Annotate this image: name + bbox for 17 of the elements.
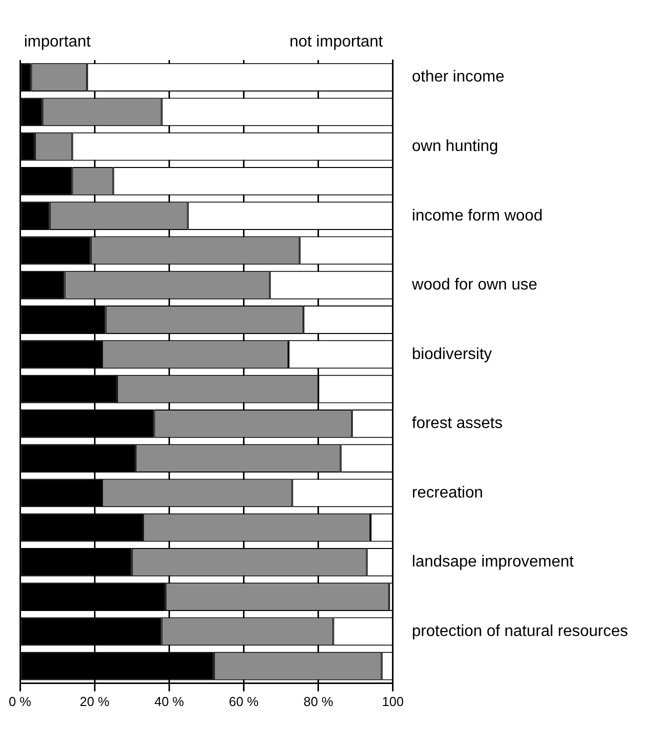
y-tick-label: protection of natural resources — [412, 622, 628, 640]
text: not important — [289, 33, 384, 50]
y-tick-label: forest assets — [412, 415, 503, 432]
y-tick-label: biodiversity — [412, 346, 492, 363]
y-tick-label: recreation — [412, 484, 484, 502]
y-tick-label: landsape improvement — [412, 554, 574, 571]
x-tick-label: 20 % — [80, 694, 110, 709]
x-tick-label: 40 % — [154, 694, 184, 709]
x-tick-label: 60 % — [228, 694, 259, 709]
text: important — [24, 33, 92, 50]
x-tick-label: 80 % — [303, 694, 334, 709]
x-tick-label: 0 % — [8, 694, 32, 709]
y-tick-label: own hunting — [412, 138, 498, 155]
y-tick-label: other income — [412, 68, 504, 86]
y-tick-label: wood for own use — [410, 276, 538, 294]
y-tick-label: income form wood — [412, 207, 543, 224]
x-tick-label: 100 — [382, 694, 404, 709]
